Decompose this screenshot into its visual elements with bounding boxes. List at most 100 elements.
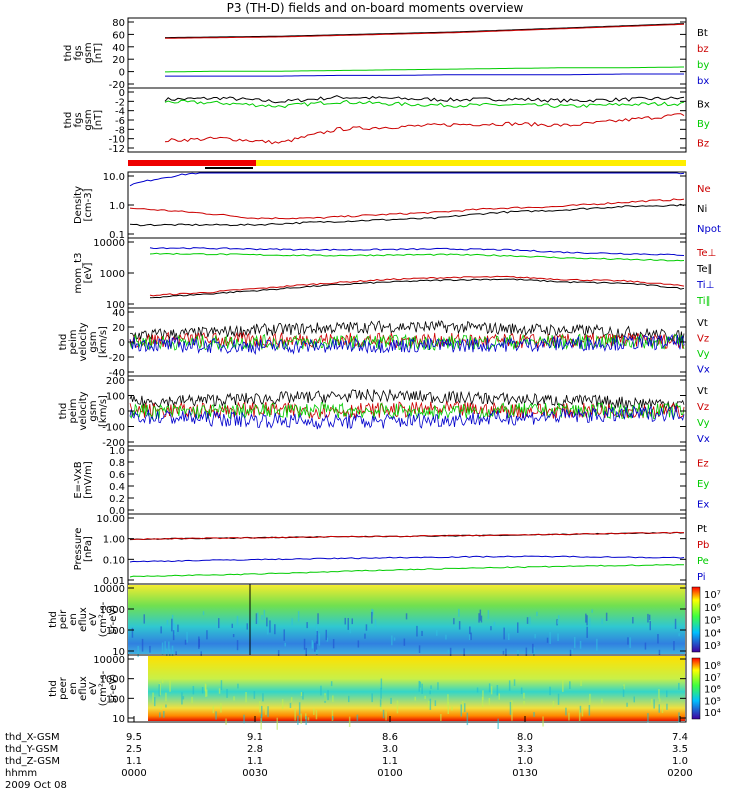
y-tick-label: 1.00 xyxy=(103,535,125,546)
spectrogram-streak xyxy=(307,717,310,721)
spectrogram-streak xyxy=(324,693,326,701)
footer-row-label: thd_Z-GSM xyxy=(5,756,60,767)
footer-value: 1.0 xyxy=(672,756,688,767)
spectrogram-streak xyxy=(532,643,534,654)
spectrogram-streak xyxy=(651,698,653,705)
spectrogram-streak xyxy=(165,704,167,708)
colorbar-label: 10⁵ xyxy=(704,696,721,707)
y-tick-label: 0.1 xyxy=(109,230,125,241)
y-axis-label: [nPa] xyxy=(83,536,94,562)
y-axis-label: peim xyxy=(68,329,79,354)
spectrogram-streak xyxy=(428,701,430,708)
series-line-Vz xyxy=(129,400,685,420)
spectrogram-streak xyxy=(542,716,544,727)
y-axis-label: (cm²-s- xyxy=(98,601,109,637)
spectrogram-streak xyxy=(513,679,516,686)
spectrogram-streak xyxy=(332,639,335,649)
legend-Vz: Vz xyxy=(697,333,709,344)
spectrogram-streak xyxy=(626,702,628,707)
spectrogram-streak xyxy=(198,636,200,649)
y-axis-label: gsm xyxy=(83,109,94,130)
spectrogram-streak xyxy=(143,614,145,624)
spectrogram-streak xyxy=(165,692,167,702)
series-line-Npot xyxy=(129,172,685,187)
spectrogram-streak xyxy=(657,634,659,644)
spectrogram-streak xyxy=(237,683,239,689)
legend-Ni: Ni xyxy=(697,204,707,215)
spectrogram-streak xyxy=(557,620,559,624)
spectrogram-streak xyxy=(533,712,535,717)
spectrogram-streak xyxy=(627,637,629,645)
spectrogram-streak xyxy=(171,614,174,626)
spectrogram-streak xyxy=(312,641,314,649)
series-line-bz xyxy=(165,23,685,39)
spectrogram-streak xyxy=(580,679,582,686)
spectrogram-streak xyxy=(291,618,293,626)
spectrogram-streak xyxy=(158,684,160,697)
spectrogram-streak xyxy=(231,623,233,628)
spectrogram-streak xyxy=(502,650,505,655)
series-line-Ti⊥ xyxy=(149,247,685,256)
spectrogram-streak xyxy=(529,616,531,625)
spectrogram-streak xyxy=(294,707,296,721)
y-axis-label: eflux xyxy=(78,676,89,701)
series-line-Vx xyxy=(129,333,685,355)
spectrogram-streak xyxy=(511,709,513,721)
spectrogram-streak xyxy=(490,686,493,695)
spectrogram-streak xyxy=(445,634,447,640)
spectrogram-streak xyxy=(385,711,387,721)
legend-bz: bz xyxy=(697,44,709,55)
y-axis-label: [eV] xyxy=(83,263,94,284)
spectrogram-streak xyxy=(320,685,322,696)
spectrogram-streak xyxy=(536,611,538,617)
y-tick-label: 0.8 xyxy=(109,458,125,469)
spectrogram-streak xyxy=(191,696,193,704)
mode-bar-black xyxy=(205,167,253,169)
spectrogram-streak xyxy=(601,618,603,624)
spectrogram-streak xyxy=(163,711,165,718)
series-line-Ne xyxy=(129,198,685,220)
y-axis-label: sr-eV) xyxy=(108,605,119,634)
spectrogram-streak xyxy=(182,696,185,700)
spectrogram-streak xyxy=(186,631,188,643)
spectrogram-streak xyxy=(364,633,366,639)
y-axis-label: peir xyxy=(58,609,69,629)
spectrogram-streak xyxy=(327,690,329,701)
spectrogram-streak xyxy=(523,700,525,705)
colorbar-label: 10⁸ xyxy=(704,661,721,672)
y-axis-label: [mV/m] xyxy=(83,461,94,499)
y-axis-label: thd xyxy=(63,112,74,129)
spectrogram-streak xyxy=(661,704,664,713)
spectrogram-streak xyxy=(365,624,368,631)
spectrogram-streak xyxy=(246,623,248,630)
spectrogram-streak xyxy=(160,705,162,710)
spectrogram-streak xyxy=(419,681,422,688)
spectrogram-streak xyxy=(632,617,634,624)
spectrogram-streak xyxy=(649,621,651,631)
spectrogram-streak xyxy=(284,642,286,647)
legend-Pt: Pt xyxy=(697,524,707,535)
legend-Ti⊥: Ti⊥ xyxy=(696,280,714,291)
spectrogram-streak xyxy=(206,630,208,640)
spectrogram-streak xyxy=(574,637,576,649)
spectrogram-streak xyxy=(300,692,303,696)
spectrogram-streak xyxy=(315,624,318,636)
panel-frame-fgs-zoom xyxy=(127,87,687,153)
spectrogram-streak xyxy=(549,686,551,696)
colorbar-label: 10⁶ xyxy=(704,685,721,696)
spectrogram-streak xyxy=(517,622,519,633)
spectrogram-streak xyxy=(393,637,396,641)
spectrogram-streak xyxy=(511,700,513,710)
spectrogram-streak xyxy=(184,639,187,645)
spectrogram-streak xyxy=(236,640,239,651)
spectrogram-streak xyxy=(497,718,499,729)
spectrogram-streak xyxy=(557,633,559,641)
spectrogram-streak xyxy=(263,609,266,620)
colorbar-label: 10⁷ xyxy=(704,590,721,601)
legend-Pi: Pi xyxy=(697,572,706,583)
spectrogram-streak xyxy=(266,617,268,627)
spectrogram-streak xyxy=(466,712,469,726)
spectrogram-streak xyxy=(648,614,651,621)
y-tick-label: 0 xyxy=(119,88,125,99)
spectrogram-streak xyxy=(274,624,276,635)
